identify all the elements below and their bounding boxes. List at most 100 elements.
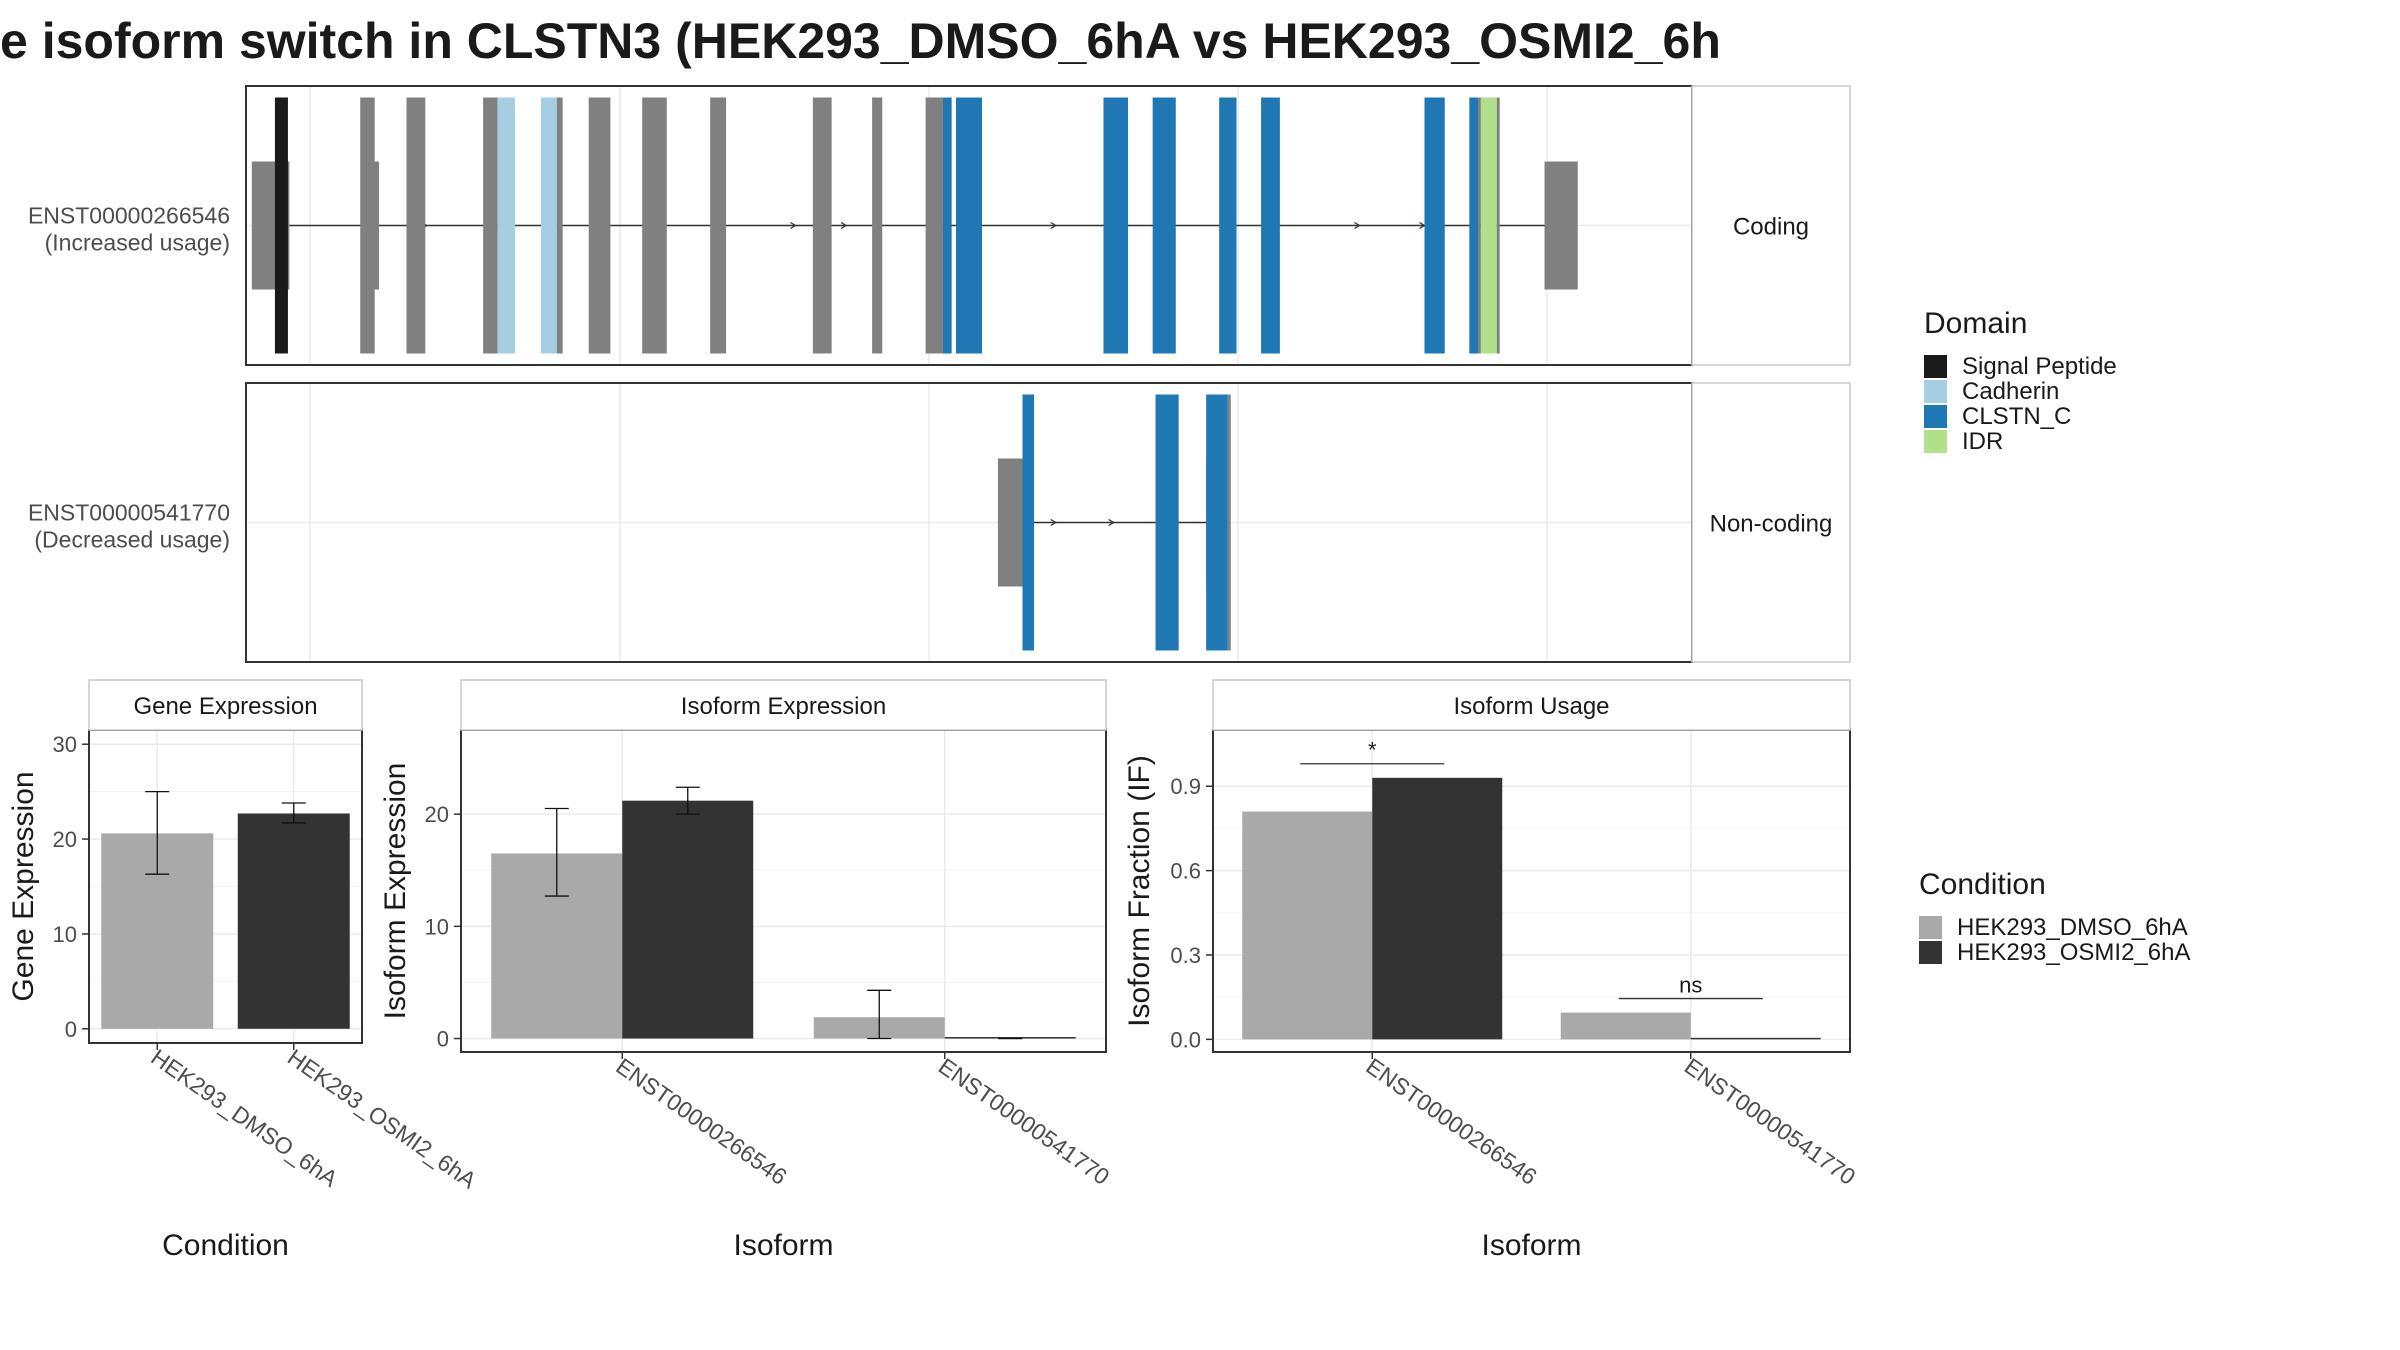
- x-axis-title: Condition: [162, 1229, 289, 1262]
- bar: [237, 813, 350, 1029]
- x-tick-label: ENST00000541770: [934, 1053, 1114, 1190]
- chart-title: Isoform Usage: [1453, 693, 1609, 720]
- bar: [944, 1037, 1076, 1039]
- panel-strip: [88, 679, 363, 731]
- y-tick-label: 0.0: [1170, 1027, 1201, 1052]
- y-tick-label: 0: [65, 1017, 77, 1042]
- y-tick-label: 0: [437, 1027, 449, 1052]
- legend-title: Condition: [1919, 868, 2046, 901]
- exon-block: [274, 97, 288, 354]
- exon-block: [1155, 394, 1179, 651]
- utr-block: [997, 458, 1023, 587]
- exon-block: [540, 97, 557, 354]
- legend-label: HEK293_OSMI2_6hA: [1957, 939, 2190, 966]
- panel-strip: [1691, 85, 1851, 366]
- significance-label: ns: [1679, 973, 1702, 998]
- exon-block: [642, 97, 667, 354]
- bar: [1560, 1012, 1691, 1040]
- y-tick-label: 0.6: [1170, 859, 1201, 884]
- exon-block: [588, 97, 611, 354]
- exon-block: [812, 97, 832, 354]
- chart-title: Isoform Expression: [681, 693, 886, 720]
- exon-block: [1227, 394, 1231, 651]
- exon-block: [1206, 394, 1228, 651]
- y-tick-label: 30: [53, 732, 77, 757]
- strand-arrow: [790, 221, 797, 230]
- utr-block: [1544, 161, 1578, 290]
- legend-label: CLSTN_C: [1962, 403, 2071, 430]
- exon-block: [1219, 97, 1237, 354]
- bar: [622, 800, 754, 1039]
- legend-label: Signal Peptide: [1962, 353, 2117, 380]
- x-tick-label: ENST00000266546: [611, 1053, 791, 1190]
- strand-arrow: [1108, 518, 1115, 527]
- exon-block: [942, 97, 952, 354]
- panel-strip-label: Coding: [1733, 214, 1809, 241]
- legend-label: IDR: [1962, 428, 2003, 455]
- exon-block: [483, 97, 498, 354]
- exon-block: [710, 97, 727, 354]
- legend-swatch: [1924, 380, 1947, 403]
- bar: [1690, 1037, 1821, 1040]
- exon-block: [1152, 97, 1176, 354]
- y-tick-label: 10: [53, 922, 77, 947]
- x-axis-title: Isoform: [733, 1229, 833, 1262]
- strand-arrow: [1050, 221, 1058, 230]
- exon-block: [360, 97, 375, 354]
- exon-block: [1103, 97, 1129, 354]
- exon-block: [1480, 97, 1497, 354]
- strand-arrow: [1354, 221, 1361, 230]
- utr-block: [371, 161, 380, 290]
- y-tick-label: 0.9: [1170, 774, 1201, 799]
- bar: [1372, 777, 1503, 1040]
- exon-block: [1469, 97, 1478, 354]
- chart-title: Gene Expression: [133, 693, 317, 720]
- isoform-id-label: ENST00000541770: [28, 500, 230, 526]
- panel-strip: [460, 679, 1107, 731]
- y-tick-label: 20: [53, 827, 77, 852]
- bar-chart: * ns Isoform Usage 0.0 0.3 0.6 0.9 ENST00000266…: [1123, 679, 1860, 1262]
- legend-label: HEK293_DMSO_6hA: [1957, 914, 2188, 941]
- exon-block: [1477, 97, 1481, 354]
- bar-chart: Isoform Expression 0 10 20 ENST00000266546 EN…: [379, 679, 1114, 1262]
- y-tick-label: 10: [425, 914, 449, 939]
- panel-strip: [1212, 679, 1851, 731]
- legend-swatch: [1919, 941, 1942, 964]
- bar: [1242, 811, 1373, 1040]
- legend-label: Cadherin: [1962, 378, 2059, 405]
- isoform-usage-label: (Increased usage): [45, 230, 230, 256]
- panel-strip-label: Non-coding: [1710, 511, 1833, 538]
- exon-block: [406, 97, 426, 354]
- exon-block: [1261, 97, 1280, 354]
- exon-block: [556, 97, 563, 354]
- y-axis-title: Isoform Fraction (IF): [1123, 755, 1156, 1027]
- strand-arrow: [1050, 518, 1058, 527]
- legend-swatch: [1919, 916, 1942, 939]
- structure-panel: Non-coding ENST00000541770(Decreased usag…: [28, 382, 1851, 663]
- strand-arrow: [840, 221, 848, 230]
- exon-block: [955, 97, 983, 354]
- figure-title: e isoform switch in CLSTN3 (HEK293_DMSO_…: [0, 13, 1721, 69]
- panel-strip: [1691, 382, 1851, 663]
- exon-block: [925, 97, 943, 354]
- legend-swatch: [1924, 405, 1947, 428]
- x-tick-label: ENST00000541770: [1680, 1053, 1860, 1190]
- legend-title: Domain: [1924, 307, 2027, 340]
- x-tick-label: ENST00000266546: [1361, 1053, 1541, 1190]
- y-axis-title: Isoform Expression: [379, 763, 412, 1020]
- legend-swatch: [1924, 430, 1947, 453]
- exon-block: [1424, 97, 1445, 354]
- significance-label: *: [1368, 738, 1377, 763]
- exon-block: [1496, 97, 1500, 354]
- y-tick-label: 0.3: [1170, 943, 1201, 968]
- exon-block: [497, 97, 515, 354]
- structure-panel: Coding ENST00000266546(Increased usage): [28, 85, 1851, 366]
- exon-block: [872, 97, 883, 354]
- x-axis-title: Isoform: [1481, 1229, 1581, 1262]
- y-tick-label: 20: [425, 802, 449, 827]
- y-axis-title: Gene Expression: [7, 771, 40, 1001]
- legend-swatch: [1924, 355, 1947, 378]
